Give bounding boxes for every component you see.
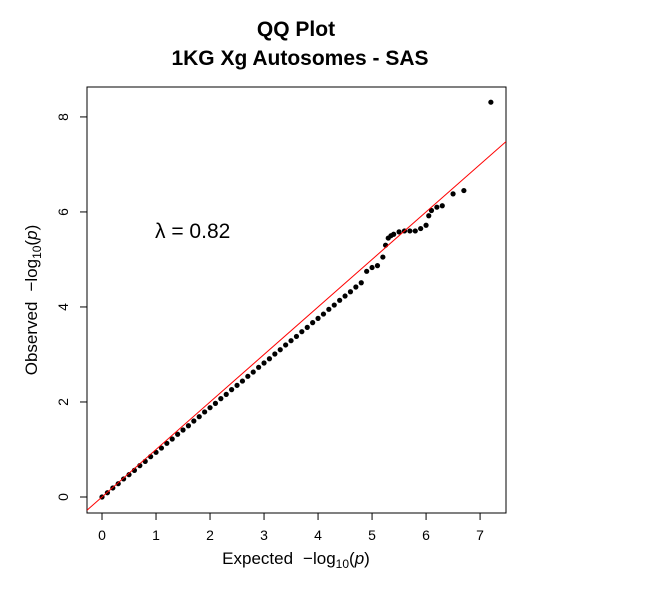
point	[337, 297, 343, 303]
y-tick-label: 4	[55, 303, 71, 311]
point	[358, 280, 364, 286]
point	[342, 293, 348, 299]
point	[347, 289, 354, 295]
point	[304, 324, 310, 330]
point	[412, 228, 418, 234]
point	[191, 418, 197, 424]
y-log-base: 10	[30, 245, 44, 259]
x-tick-label: 7	[476, 527, 484, 543]
point	[223, 391, 229, 397]
y-log: −log	[22, 259, 41, 292]
point	[353, 284, 359, 290]
x-tick-label: 0	[98, 527, 106, 543]
x-log: −log	[303, 549, 336, 568]
point	[293, 333, 300, 340]
y-tick-label: 8	[55, 113, 71, 121]
point	[185, 423, 192, 429]
point	[121, 476, 127, 482]
point	[450, 191, 456, 197]
point	[207, 405, 213, 411]
point	[488, 99, 494, 105]
y-tick-label: 6	[55, 208, 71, 216]
y-axis-label: Observed −log10(p)	[22, 225, 44, 376]
point	[391, 231, 397, 237]
x-p: p	[354, 549, 364, 568]
x-tick-label: 5	[368, 527, 376, 543]
point	[180, 427, 186, 433]
point	[175, 431, 181, 437]
point	[426, 213, 432, 219]
x-log-base: 10	[336, 557, 350, 571]
point	[212, 400, 219, 407]
x-axis-label: Expected −log10(p)	[222, 549, 370, 571]
lambda-annotation: λ = 0.82	[155, 220, 230, 243]
point	[266, 356, 273, 362]
point	[272, 351, 278, 357]
point	[234, 382, 240, 388]
point	[315, 315, 321, 321]
point	[229, 387, 235, 393]
point	[202, 409, 208, 415]
point	[396, 229, 402, 235]
point	[439, 203, 445, 209]
point	[320, 311, 327, 317]
point	[196, 414, 202, 420]
x-paren-open: (	[349, 549, 355, 568]
point	[418, 225, 424, 232]
x-tick-label: 1	[152, 527, 160, 543]
y-p: p	[22, 230, 41, 240]
y-paren-close: )	[22, 225, 41, 231]
point	[169, 436, 175, 442]
point	[461, 187, 467, 194]
point	[326, 306, 332, 312]
point	[407, 228, 413, 234]
chart-subtitle: 1KG Xg Autosomes - SAS	[171, 47, 428, 70]
x-tick-label: 4	[314, 527, 322, 543]
point	[374, 263, 381, 269]
point	[331, 302, 337, 308]
point	[434, 204, 440, 210]
point	[380, 254, 386, 260]
chart-title: QQ Plot	[257, 18, 335, 41]
x-paren-close: )	[364, 549, 370, 568]
point	[423, 222, 429, 228]
x-tick-label: 6	[422, 527, 430, 543]
point	[277, 347, 283, 353]
x-label-text: Expected	[222, 549, 293, 568]
point	[245, 373, 251, 379]
y-tick-label: 0	[55, 493, 71, 501]
point	[218, 396, 224, 402]
point	[288, 338, 294, 344]
point	[261, 360, 267, 366]
plot-frame	[86, 86, 507, 514]
point	[310, 320, 316, 326]
point	[164, 440, 170, 446]
y-tick-label: 2	[55, 398, 71, 406]
point	[239, 378, 246, 384]
point	[369, 264, 375, 271]
point	[428, 207, 435, 214]
point	[256, 364, 262, 370]
point	[250, 369, 256, 375]
y-label-text: Observed	[22, 302, 41, 376]
x-tick-label: 3	[260, 527, 268, 543]
reference-line	[87, 141, 506, 511]
point	[364, 268, 370, 274]
y-paren-open: (	[22, 240, 41, 246]
point	[299, 329, 305, 335]
point	[126, 472, 132, 478]
point	[115, 481, 121, 487]
point	[283, 342, 289, 348]
x-tick-label: 2	[206, 527, 214, 543]
point	[158, 445, 165, 451]
